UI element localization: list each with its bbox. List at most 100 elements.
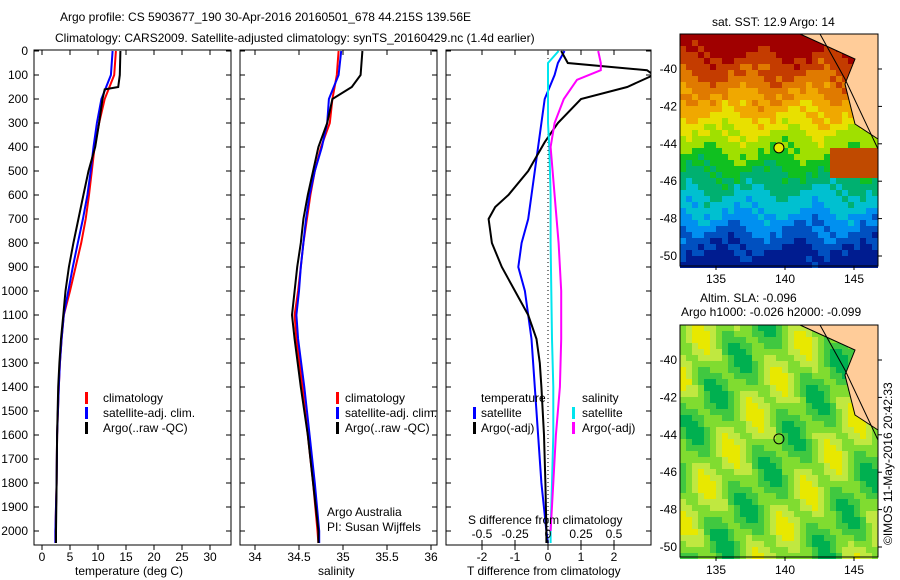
- salinity-xlabel: salinity: [318, 564, 355, 578]
- map-cell: [860, 487, 866, 493]
- map-cell: [788, 403, 794, 409]
- map-cell: [746, 208, 752, 214]
- map-cell: [872, 220, 878, 226]
- map-cell: [776, 529, 782, 535]
- map-cell: [722, 64, 728, 70]
- map-cell: [752, 136, 758, 142]
- map-cell: [764, 529, 770, 535]
- map-cell: [818, 94, 824, 100]
- map-cell: [716, 142, 722, 148]
- map-cell: [764, 148, 770, 154]
- map-cell: [728, 517, 734, 523]
- map-cell: [746, 469, 752, 475]
- map-cell: [710, 373, 716, 379]
- map-cell: [704, 487, 710, 493]
- map-cell: [770, 457, 776, 463]
- map-cell: [686, 178, 692, 184]
- map-cell: [692, 337, 698, 343]
- map-cell: [680, 58, 686, 64]
- map-cell: [698, 529, 704, 535]
- map-cell: [704, 391, 710, 397]
- map-cell: [794, 409, 800, 415]
- map-cell: [698, 355, 704, 361]
- map-cell: [776, 172, 782, 178]
- map-cell: [740, 220, 746, 226]
- map-cell: [788, 451, 794, 457]
- map-cell: [746, 214, 752, 220]
- map-cell: [812, 535, 818, 541]
- map-cell: [698, 547, 704, 553]
- map-cell: [722, 220, 728, 226]
- map-cell: [872, 196, 878, 202]
- map-cell: [818, 445, 824, 451]
- map-cell: [782, 397, 788, 403]
- map-cell: [830, 445, 836, 451]
- map-cell: [710, 475, 716, 481]
- map-cell: [692, 52, 698, 58]
- map-cell: [848, 511, 854, 517]
- map-cell: [704, 529, 710, 535]
- map-cell: [764, 94, 770, 100]
- map-cell: [716, 415, 722, 421]
- map-cell: [692, 427, 698, 433]
- map-cell: [740, 475, 746, 481]
- map-cell: [812, 547, 818, 553]
- map-cell: [746, 136, 752, 142]
- map-cell: [764, 34, 770, 40]
- map-cell: [746, 184, 752, 190]
- map-cell: [734, 373, 740, 379]
- map-cell: [854, 451, 860, 457]
- map-cell: [680, 184, 686, 190]
- map-cell: [746, 46, 752, 52]
- map-cell: [764, 70, 770, 76]
- map-cell: [806, 535, 812, 541]
- map-cell: [758, 409, 764, 415]
- map-cell: [818, 202, 824, 208]
- map-cell: [800, 361, 806, 367]
- map-cell: [794, 541, 800, 547]
- map-cell: [860, 220, 866, 226]
- map-cell: [776, 475, 782, 481]
- map-cell: [746, 415, 752, 421]
- map-cell: [782, 136, 788, 142]
- map-cell: [788, 190, 794, 196]
- map-cell: [842, 409, 848, 415]
- map-cell: [812, 343, 818, 349]
- map-cell: [866, 226, 872, 232]
- map-cell: [824, 523, 830, 529]
- map-cell: [866, 238, 872, 244]
- map-cell: [806, 106, 812, 112]
- map-cell: [824, 553, 830, 559]
- map-cell: [740, 523, 746, 529]
- map-cell: [758, 232, 764, 238]
- map-cell: [842, 487, 848, 493]
- map-cell: [830, 262, 836, 268]
- map-cell: [680, 541, 686, 547]
- map-cell: [740, 190, 746, 196]
- map-cell: [728, 427, 734, 433]
- map-cell: [716, 391, 722, 397]
- map-cell: [698, 373, 704, 379]
- map-cell: [680, 130, 686, 136]
- map-cell: [710, 202, 716, 208]
- map-cell: [710, 250, 716, 256]
- map-cell: [728, 487, 734, 493]
- map-cell: [854, 535, 860, 541]
- map-cell: [728, 409, 734, 415]
- map-cell: [824, 517, 830, 523]
- map-cell: [698, 160, 704, 166]
- map-x-tick-label: 135: [706, 272, 726, 286]
- map-cell: [824, 343, 830, 349]
- map-cell: [806, 172, 812, 178]
- map-cell: [776, 196, 782, 202]
- map-cell: [740, 337, 746, 343]
- map-cell: [746, 112, 752, 118]
- map-cell: [686, 142, 692, 148]
- map-cell: [740, 46, 746, 52]
- map-cell: [758, 214, 764, 220]
- map-cell: [824, 439, 830, 445]
- map-cell: [854, 178, 860, 184]
- map-cell: [854, 190, 860, 196]
- map-cell: [704, 70, 710, 76]
- map-cell: [698, 493, 704, 499]
